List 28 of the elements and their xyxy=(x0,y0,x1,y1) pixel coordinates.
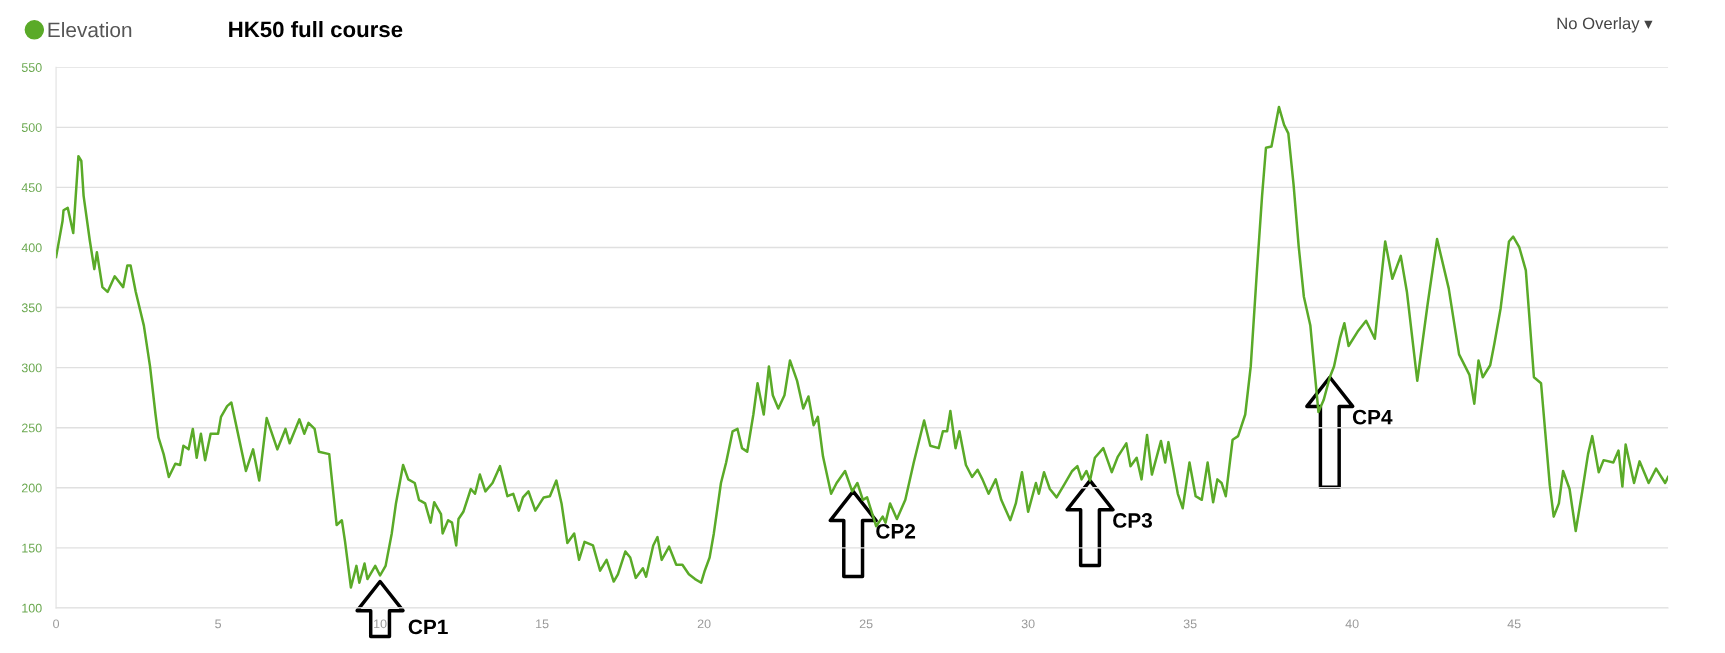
x-tick-label: 15 xyxy=(536,619,549,629)
annotation: CP3 xyxy=(1113,513,1153,528)
line-series xyxy=(56,105,1669,589)
x-tick-label: 0 xyxy=(53,619,60,629)
x-tick-label: 40 xyxy=(1345,619,1359,629)
y-tick-label: 400 xyxy=(21,243,42,253)
x-tick-label: 20 xyxy=(697,619,711,629)
x-tick-label: 10 xyxy=(374,619,387,629)
x-tick-label: 45 xyxy=(1507,619,1521,629)
x-tick-label: 35 xyxy=(1183,619,1197,629)
y-tick-label: 450 xyxy=(21,183,42,193)
legend-label: Elevation xyxy=(48,22,132,38)
y-tick-label: 250 xyxy=(21,423,42,433)
y-tick-label: 300 xyxy=(21,363,42,373)
text: No Overlay ▾ xyxy=(1557,17,1653,33)
annotation: CP4 xyxy=(1352,409,1393,425)
y-tick-label: 550 xyxy=(21,63,42,72)
x-tick-label: 30 xyxy=(1021,619,1035,629)
y-tick-label: 350 xyxy=(21,303,42,313)
y-tick-label: 100 xyxy=(22,603,42,613)
y-tick-label: 150 xyxy=(22,543,42,553)
x-tick-label: 25 xyxy=(859,619,873,629)
y-tick-label: 500 xyxy=(21,123,42,132)
annotation: CP1 xyxy=(408,619,448,635)
chart-title: HK50 full course xyxy=(229,20,403,38)
y-tick-label: 200 xyxy=(21,483,42,493)
annotation: CP2 xyxy=(876,523,916,539)
x-tick-label: 5 xyxy=(215,619,222,629)
